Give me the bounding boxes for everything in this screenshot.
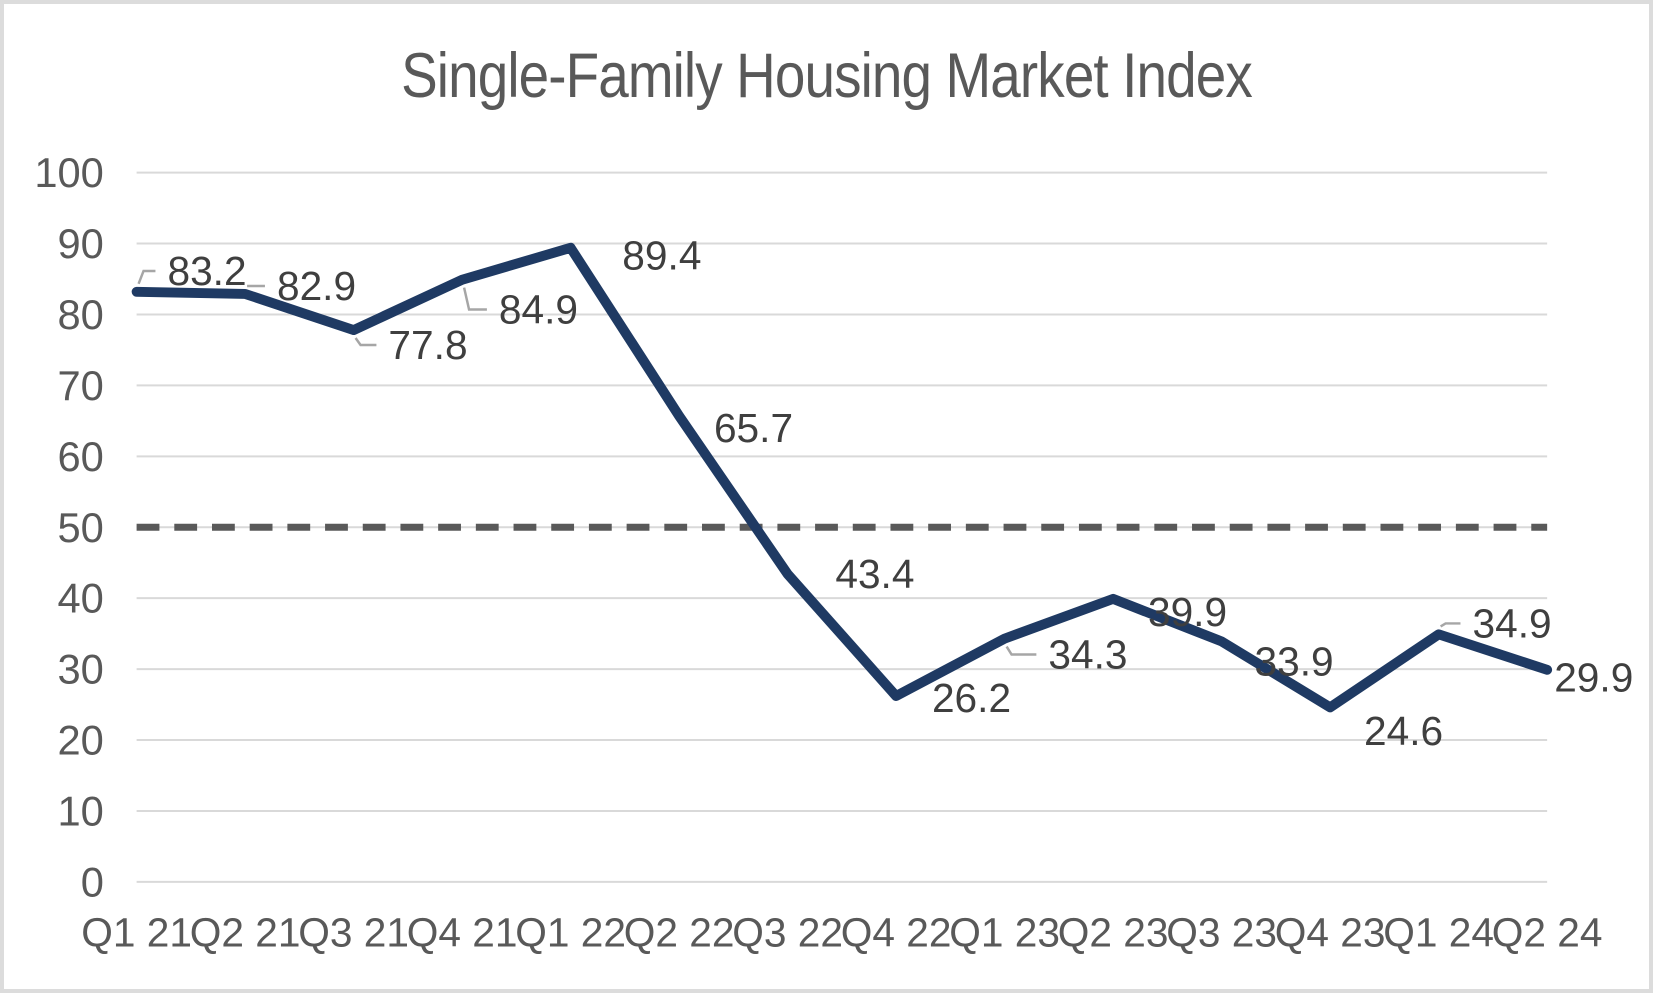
data-label-leader <box>1005 645 1037 656</box>
data-label: 65.7 <box>714 405 793 451</box>
data-label: 82.9 <box>277 263 356 309</box>
x-axis-tick-label: Q3 23 <box>1166 909 1277 955</box>
x-axis-tick-label: Q3 22 <box>732 909 843 955</box>
data-label: 34.3 <box>1048 631 1127 677</box>
y-axis-tick-label: 60 <box>58 433 104 480</box>
y-axis-tick-label: 70 <box>58 362 104 409</box>
x-axis-tick-label: Q4 21 <box>407 909 518 955</box>
data-label: 43.4 <box>835 551 914 597</box>
data-label-leader <box>1439 622 1461 628</box>
x-axis-tick-label: Q1 21 <box>81 909 192 955</box>
y-axis-tick-label: 20 <box>58 717 104 764</box>
x-axis-tick-label: Q3 21 <box>298 909 409 955</box>
x-axis-tick-label: Q4 22 <box>841 909 952 955</box>
data-label: 33.9 <box>1254 638 1333 684</box>
series-line <box>131 242 1553 713</box>
data-label: 26.2 <box>932 675 1011 721</box>
data-label: 34.9 <box>1472 600 1551 646</box>
data-label: 89.4 <box>622 233 701 279</box>
x-axis-tick-label: Q1 23 <box>949 909 1060 955</box>
x-axis-tick-label: Q2 24 <box>1492 909 1603 955</box>
data-label: 77.8 <box>388 322 467 368</box>
y-axis-tick-label: 80 <box>58 291 104 338</box>
x-axis-tick-label: Q4 23 <box>1275 909 1386 955</box>
data-label-leader <box>137 269 156 285</box>
x-axis-tick-label: Q2 22 <box>624 909 735 955</box>
data-label: 83.2 <box>167 248 246 294</box>
x-axis-tick-label: Q2 21 <box>190 909 301 955</box>
x-axis-tick-label: Q1 22 <box>515 909 626 955</box>
y-axis-tick-label: 30 <box>58 646 104 693</box>
data-label: 39.9 <box>1148 589 1227 635</box>
x-axis-tick-label: Q1 24 <box>1383 909 1494 955</box>
data-label-leader <box>354 337 377 347</box>
y-axis-tick-label: 100 <box>34 149 104 196</box>
x-axis-tick-label: Q2 23 <box>1058 909 1169 955</box>
data-label-leader <box>462 287 487 311</box>
data-label: 24.6 <box>1364 708 1443 754</box>
y-axis-tick-label: 90 <box>58 220 104 267</box>
y-axis-tick-label: 40 <box>58 575 104 622</box>
y-axis-tick-label: 50 <box>58 504 104 551</box>
chart-title: Single-Family Housing Market Index <box>401 41 1253 111</box>
data-label: 84.9 <box>499 286 578 332</box>
y-axis-tick-label: 0 <box>81 858 104 905</box>
y-axis-tick-label: 10 <box>58 787 104 834</box>
data-label: 29.9 <box>1554 655 1633 701</box>
